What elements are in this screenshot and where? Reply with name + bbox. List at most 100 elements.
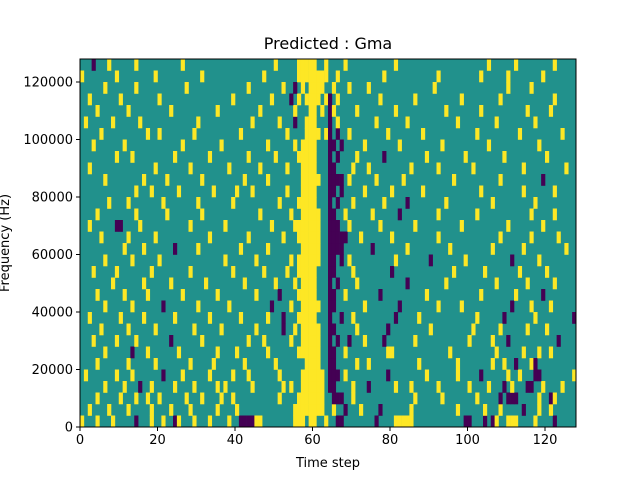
heatmap-cell <box>525 323 530 336</box>
heatmap-cell <box>533 116 538 129</box>
x-axis-ticks: 0 20 40 60 80 100 120 <box>76 427 557 448</box>
heatmap-cell <box>188 162 193 175</box>
heatmap-cell <box>293 277 298 290</box>
heatmap-cell <box>215 289 220 301</box>
heatmap-cell <box>223 220 228 232</box>
heatmap-cell <box>378 93 383 106</box>
heatmap-cell <box>444 197 449 209</box>
heatmap-cell <box>312 128 317 140</box>
heatmap-cell <box>95 208 100 221</box>
heatmap-cell <box>308 381 313 393</box>
heatmap-cell <box>328 323 333 336</box>
heatmap-cell <box>297 220 302 232</box>
heatmap-cell <box>328 346 333 359</box>
heatmap-cell <box>300 404 306 416</box>
heatmap-cell <box>331 346 337 359</box>
heatmap-cell <box>142 174 147 186</box>
heatmap-cell <box>304 381 309 393</box>
heatmap-cell <box>552 415 557 428</box>
heatmap-cell <box>335 392 340 405</box>
heatmap-cell <box>483 404 488 416</box>
heatmap-cell <box>285 185 290 198</box>
y-axis-ticks: 0 20000 40000 60000 80000 100000 120000 <box>23 76 80 436</box>
heatmap-cell <box>308 82 313 94</box>
heatmap-cell <box>130 346 135 359</box>
heatmap-cell <box>180 139 185 152</box>
x-tick-label: 40 <box>227 433 244 448</box>
heatmap-cell <box>122 139 127 152</box>
heatmap-cell <box>192 128 197 140</box>
heatmap-cell <box>517 128 523 140</box>
y-tick-label: 40000 <box>32 306 73 321</box>
heatmap-cell <box>242 358 247 370</box>
heatmap-cell <box>529 208 534 221</box>
heatmap-cell <box>281 231 286 244</box>
heatmap-cell <box>293 116 298 129</box>
heatmap-cell <box>397 139 402 152</box>
heatmap-cell <box>304 70 309 83</box>
heatmap-cell <box>304 335 309 347</box>
heatmap-cell <box>114 220 120 232</box>
heatmap-cell <box>355 323 360 336</box>
heatmap-cell <box>459 220 464 232</box>
heatmap-cell <box>316 358 321 370</box>
heatmap-cell <box>176 346 182 359</box>
y-tick-label: 60000 <box>32 248 73 263</box>
heatmap-cell <box>475 392 480 405</box>
heatmap-cell <box>200 70 205 83</box>
heatmap-cell <box>161 369 166 382</box>
heatmap-cell <box>339 243 344 255</box>
heatmap-cell <box>134 185 139 198</box>
heatmap-cell <box>304 358 309 370</box>
heatmap-cell <box>339 231 344 244</box>
heatmap-cell <box>506 220 511 232</box>
heatmap-cell <box>126 358 131 370</box>
heatmap-cell <box>448 243 453 255</box>
heatmap-cell <box>285 162 290 175</box>
heatmap-cell <box>490 415 495 428</box>
heatmap-cell <box>347 174 352 186</box>
heatmap-cell <box>246 335 251 347</box>
heatmap-cell <box>452 266 457 278</box>
heatmap-cell <box>149 185 154 198</box>
heatmap-cell <box>440 392 445 405</box>
heatmap-cell <box>289 93 294 106</box>
heatmap-cell <box>328 231 333 244</box>
heatmap-cell <box>223 381 228 393</box>
heatmap-cell <box>91 139 96 152</box>
heatmap-cell <box>134 208 139 221</box>
heatmap-cell <box>246 231 251 244</box>
heatmap-cell <box>328 243 333 255</box>
heatmap-cell <box>471 323 476 336</box>
heatmap-cell <box>235 185 240 198</box>
heatmap-cell <box>467 335 472 347</box>
heatmap-cell <box>463 254 468 267</box>
heatmap-cell <box>560 381 565 393</box>
heatmap-cell <box>339 254 344 267</box>
heatmap-cell <box>328 197 333 209</box>
heatmap-cell <box>304 392 309 405</box>
heatmap-cell <box>308 220 313 232</box>
heatmap-cell <box>211 358 216 370</box>
heatmap-cell <box>153 323 158 336</box>
heatmap-cell <box>273 358 278 370</box>
heatmap-cell <box>169 277 174 290</box>
heatmap-cell <box>273 59 278 71</box>
heatmap-cell <box>331 266 337 278</box>
heatmap-cell <box>335 243 340 255</box>
heatmap-cell <box>545 323 550 336</box>
heatmap-cell <box>188 266 193 278</box>
heatmap-cell <box>479 105 484 117</box>
heatmap-cell <box>308 197 313 209</box>
heatmap-cell <box>293 220 298 232</box>
heatmap-cell <box>556 335 561 347</box>
heatmap-cell <box>424 289 430 301</box>
y-tick-label: 0 <box>65 421 73 436</box>
heatmap-cell <box>188 404 193 416</box>
heatmap-cell <box>506 415 511 428</box>
heatmap-cell <box>281 312 286 324</box>
heatmap-cell <box>405 277 410 290</box>
heatmap-cell <box>173 312 178 324</box>
heatmap-cell <box>157 254 162 267</box>
heatmap-cell <box>277 369 282 382</box>
